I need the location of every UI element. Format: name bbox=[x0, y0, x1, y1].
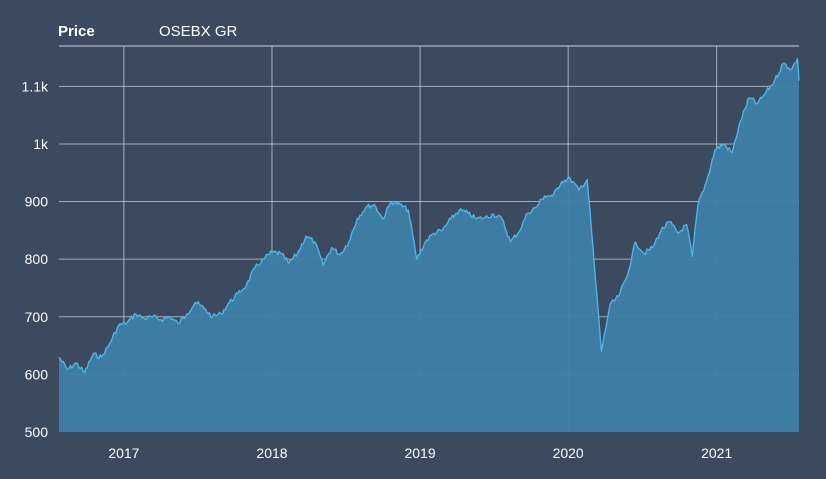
series-name-label: OSEBX GR bbox=[159, 23, 238, 40]
y-tick-label: 1k bbox=[33, 136, 49, 152]
y-tick-label: 800 bbox=[25, 251, 49, 267]
y-tick-label: 500 bbox=[25, 424, 49, 440]
x-tick-label: 2020 bbox=[553, 445, 584, 461]
x-tick-label: 2019 bbox=[404, 445, 435, 461]
chart-title: Price bbox=[58, 23, 95, 40]
y-tick-label: 600 bbox=[25, 366, 49, 382]
x-axis-labels: 2017 2018 2019 2020 2021 bbox=[108, 445, 732, 461]
series-line bbox=[58, 58, 800, 374]
y-axis-labels: 500 600 700 800 900 1k 1.1k bbox=[22, 78, 49, 440]
x-tick-label: 2018 bbox=[256, 445, 287, 461]
y-tick-label: 700 bbox=[25, 309, 49, 325]
series-area bbox=[59, 58, 799, 432]
y-tick-label: 900 bbox=[25, 194, 49, 210]
x-tick-label: 2017 bbox=[108, 445, 139, 461]
y-tick-label: 1.1k bbox=[22, 78, 49, 94]
x-tick-label: 2021 bbox=[701, 445, 732, 461]
